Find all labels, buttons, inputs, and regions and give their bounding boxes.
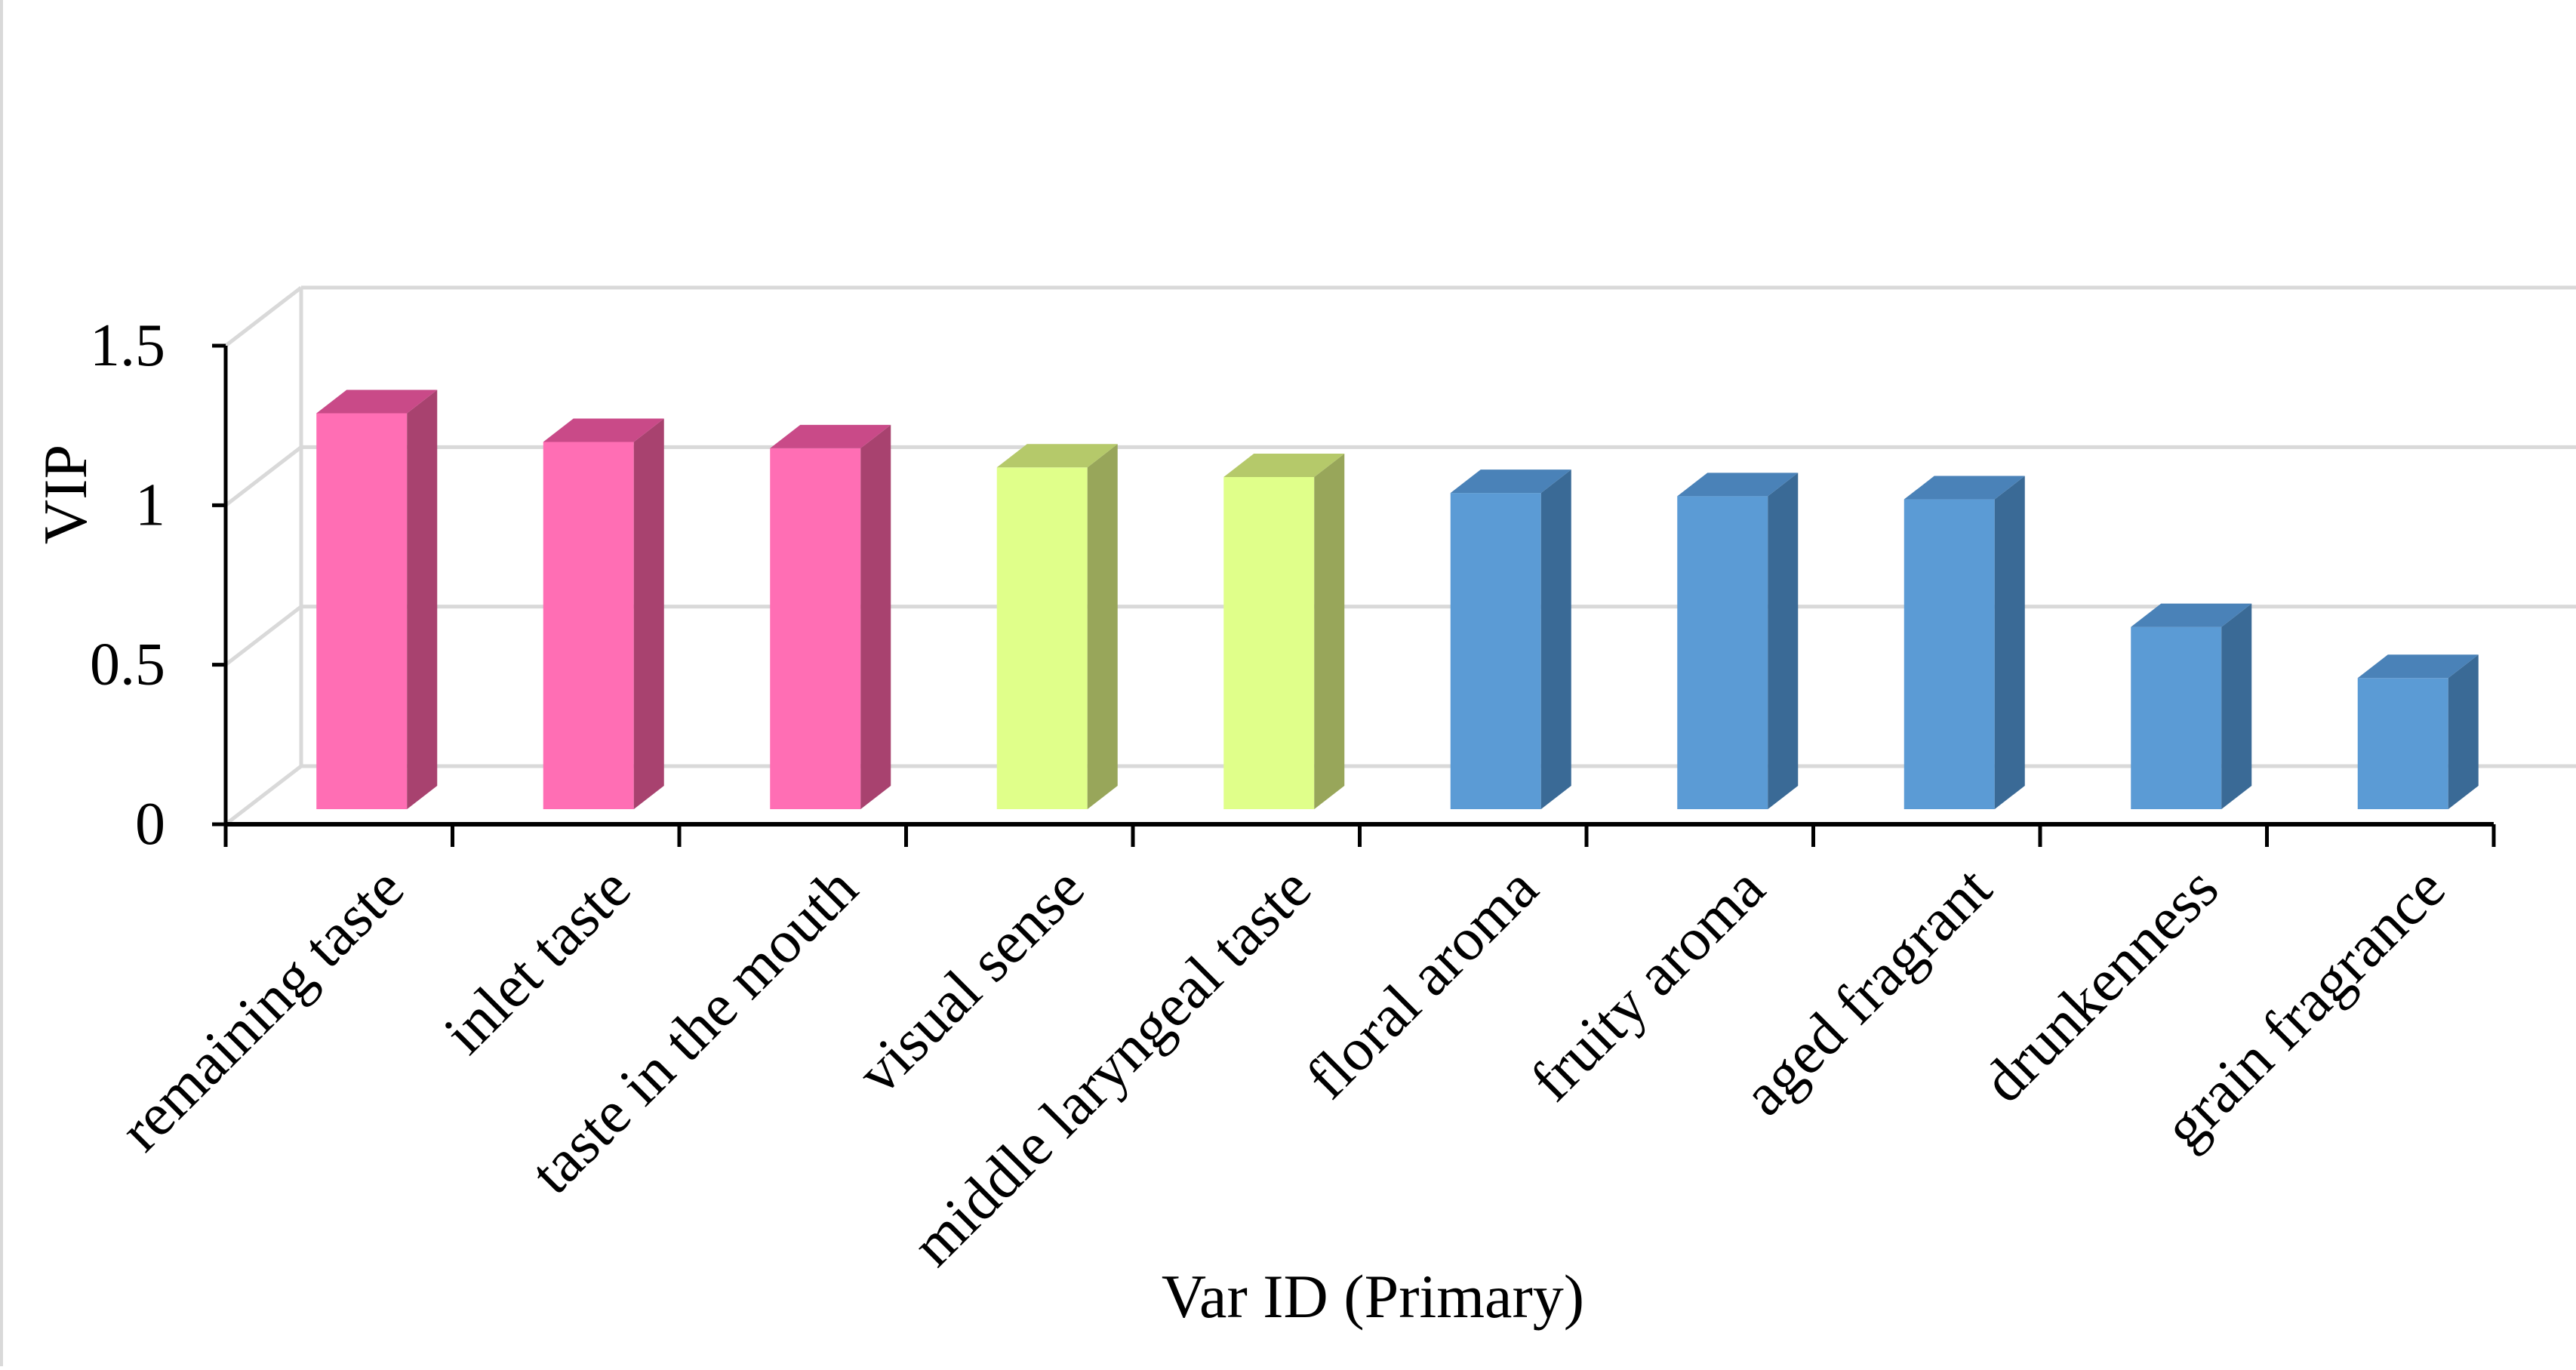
bar-side bbox=[860, 424, 891, 809]
x-tick-label: floral aroma bbox=[1294, 855, 1550, 1112]
x-tick-label: inlet taste bbox=[432, 855, 644, 1067]
x-axis-label: Var ID (Primary) bbox=[1162, 1262, 1584, 1331]
bar-top bbox=[1677, 473, 1799, 497]
bar-side bbox=[407, 389, 438, 809]
axes bbox=[212, 343, 2496, 847]
bar bbox=[1904, 476, 2025, 809]
y-tick-label: 1.5 bbox=[90, 312, 165, 379]
bar-front bbox=[2357, 678, 2448, 809]
bar-side bbox=[1087, 444, 1118, 809]
bar bbox=[1223, 453, 1345, 809]
vip-bar-chart: 0 0.5 1 1.5 remaining taste inlet tastetaste… bbox=[31, 285, 2576, 1331]
bar-front bbox=[1677, 496, 1768, 809]
bar-top bbox=[543, 418, 664, 442]
x-tick-label: aged fragrant bbox=[1731, 855, 2004, 1128]
bar-front bbox=[543, 442, 634, 809]
x-tick-label: visual sense bbox=[845, 855, 1097, 1107]
bar bbox=[1677, 473, 1799, 809]
bar bbox=[543, 418, 664, 809]
y-tick-label: 1 bbox=[135, 472, 165, 538]
bar-side bbox=[2448, 654, 2479, 809]
bar-front bbox=[2131, 627, 2222, 809]
bar-front bbox=[1223, 476, 1315, 809]
side-gridline bbox=[224, 445, 303, 507]
bar-side bbox=[2221, 603, 2252, 809]
x-tick-label: remaining taste bbox=[108, 855, 417, 1164]
y-tick-label: 0.5 bbox=[90, 632, 165, 698]
bar-side bbox=[1994, 476, 2025, 809]
y-tick-label: 0 bbox=[135, 791, 165, 857]
bar bbox=[996, 444, 1118, 809]
y-tick-labels: 0 0.5 1 1.5 bbox=[90, 312, 165, 857]
bar-top bbox=[316, 389, 438, 414]
bar-front bbox=[1450, 493, 1541, 809]
bar-front bbox=[316, 413, 408, 809]
bar bbox=[316, 389, 438, 809]
bar-top bbox=[1904, 476, 2025, 500]
bar bbox=[2131, 603, 2252, 809]
x-tick-label: middle laryngeal taste bbox=[900, 855, 1324, 1279]
bar-front bbox=[996, 467, 1088, 809]
bar-side bbox=[1540, 469, 1571, 809]
bar-side bbox=[1314, 453, 1345, 809]
bar-side bbox=[1768, 473, 1799, 809]
bar-front bbox=[1904, 499, 1995, 809]
bars bbox=[316, 389, 2479, 809]
side-gridline bbox=[224, 605, 303, 667]
bar bbox=[2357, 654, 2479, 809]
bar-front bbox=[770, 448, 861, 809]
bar bbox=[1450, 469, 1571, 809]
side-gridline bbox=[224, 286, 303, 347]
bar-side bbox=[633, 418, 664, 809]
bar bbox=[770, 424, 891, 809]
bar-top bbox=[1223, 453, 1345, 477]
bar-top bbox=[2357, 654, 2479, 679]
bar-top bbox=[1450, 469, 1571, 494]
y-axis-label: VIP bbox=[31, 445, 100, 544]
side-gridline bbox=[224, 765, 303, 826]
bar-top bbox=[996, 444, 1118, 468]
bar-top bbox=[770, 424, 891, 448]
bar-top bbox=[2131, 603, 2252, 627]
